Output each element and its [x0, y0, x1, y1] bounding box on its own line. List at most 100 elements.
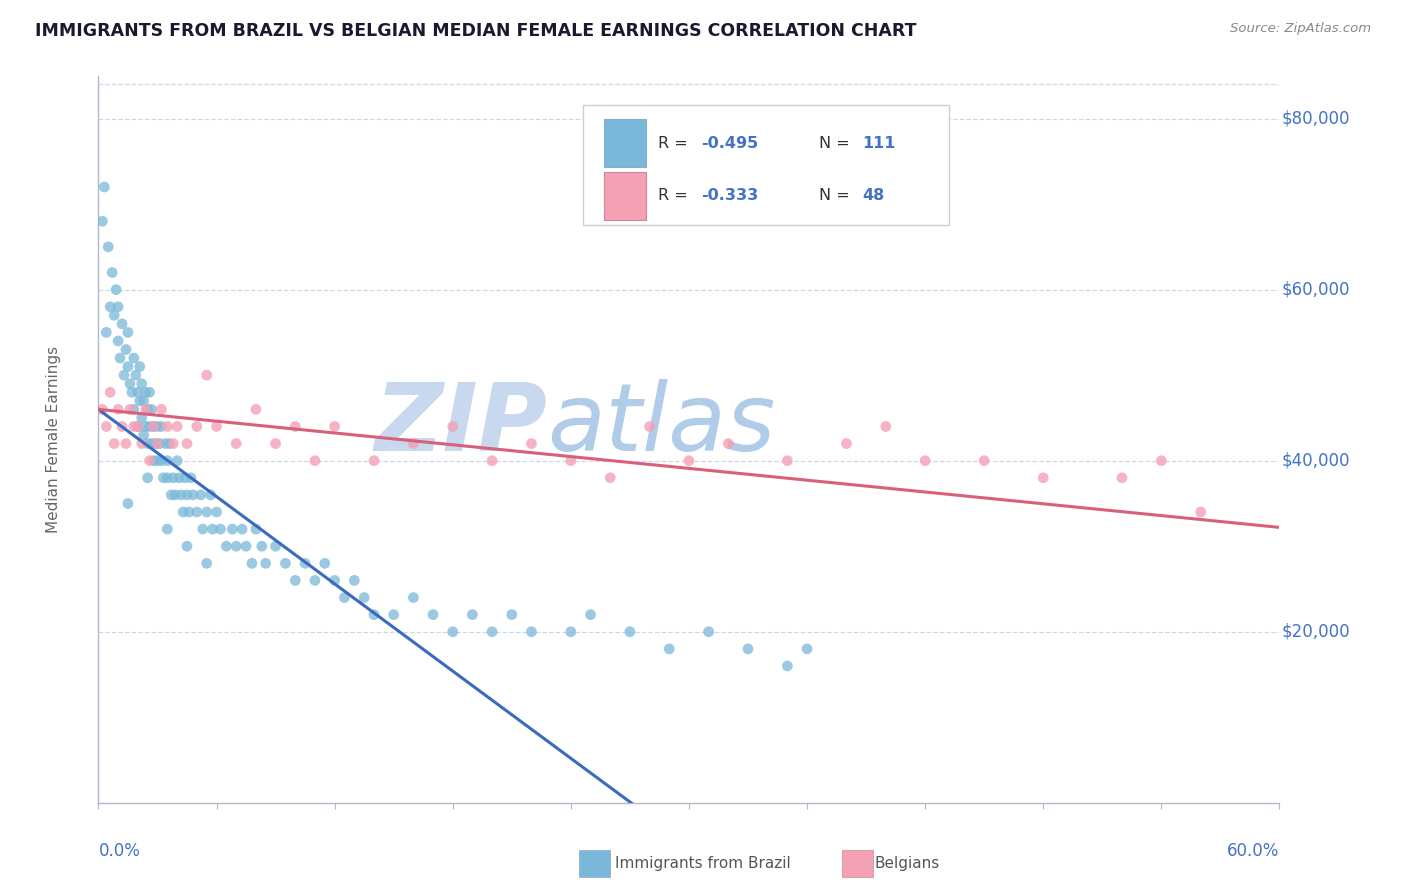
Text: Belgians: Belgians	[875, 856, 939, 871]
Text: Immigrants from Brazil: Immigrants from Brazil	[616, 856, 790, 871]
Point	[117, 326, 139, 340]
Point	[323, 419, 346, 434]
Point	[225, 539, 247, 553]
Point	[142, 419, 165, 434]
Text: 0.0%: 0.0%	[98, 842, 141, 860]
Point	[174, 471, 197, 485]
Point	[156, 522, 179, 536]
Point	[136, 436, 159, 450]
Point	[108, 351, 131, 365]
Point	[155, 436, 177, 450]
Point	[138, 385, 160, 400]
Point	[132, 393, 155, 408]
Point	[117, 496, 139, 510]
Point	[481, 624, 503, 639]
Point	[776, 453, 799, 467]
Point	[678, 453, 700, 467]
Point	[441, 419, 464, 434]
Point	[240, 557, 263, 571]
Point	[96, 326, 118, 340]
Point	[658, 641, 681, 656]
Point	[160, 488, 183, 502]
Point	[127, 419, 149, 434]
Point	[520, 624, 543, 639]
Point	[135, 385, 157, 400]
Point	[1032, 471, 1054, 485]
Point	[132, 428, 155, 442]
Point	[235, 539, 257, 553]
Point	[115, 436, 138, 450]
Point	[225, 436, 247, 450]
Point	[215, 539, 238, 553]
Point	[221, 522, 243, 536]
Point	[382, 607, 405, 622]
Point	[107, 300, 129, 314]
Text: $40,000: $40,000	[1282, 451, 1350, 470]
Point	[195, 505, 218, 519]
Point	[162, 471, 184, 485]
Point	[363, 453, 385, 467]
Point	[599, 471, 621, 485]
Point	[122, 351, 145, 365]
Point	[127, 419, 149, 434]
Point	[284, 419, 307, 434]
Point	[98, 300, 121, 314]
Point	[138, 419, 160, 434]
Point	[131, 411, 153, 425]
Point	[304, 574, 326, 588]
Point	[135, 402, 157, 417]
Text: 60.0%: 60.0%	[1227, 842, 1279, 860]
Point	[115, 343, 138, 357]
Point	[166, 419, 188, 434]
Point	[142, 453, 165, 467]
Point	[205, 505, 228, 519]
FancyBboxPatch shape	[605, 172, 647, 219]
Point	[181, 488, 204, 502]
Point	[111, 419, 134, 434]
Point	[152, 471, 174, 485]
Point	[264, 436, 287, 450]
Point	[138, 453, 160, 467]
Point	[146, 419, 169, 434]
Point	[112, 368, 135, 383]
Point	[122, 419, 145, 434]
Point	[156, 471, 179, 485]
Point	[323, 574, 346, 588]
Point	[461, 607, 484, 622]
Point	[118, 376, 141, 391]
Point	[97, 240, 120, 254]
Point	[200, 488, 222, 502]
Point	[560, 453, 582, 467]
Point	[875, 419, 897, 434]
Point	[117, 359, 139, 374]
Point	[166, 453, 188, 467]
Point	[186, 419, 208, 434]
Point	[314, 557, 336, 571]
Text: N =: N =	[818, 136, 855, 151]
Point	[172, 505, 194, 519]
Point	[170, 488, 193, 502]
Point	[294, 557, 316, 571]
Point	[1189, 505, 1212, 519]
Point	[245, 402, 267, 417]
Point	[579, 607, 602, 622]
Point	[205, 419, 228, 434]
Point	[176, 436, 198, 450]
FancyBboxPatch shape	[605, 120, 647, 168]
Point	[245, 522, 267, 536]
Point	[101, 266, 124, 280]
Point	[156, 419, 179, 434]
Point	[107, 402, 129, 417]
Text: N =: N =	[818, 188, 855, 203]
Point	[481, 453, 503, 467]
Point	[91, 402, 114, 417]
Text: $80,000: $80,000	[1282, 110, 1350, 128]
Point	[231, 522, 253, 536]
Text: R =: R =	[658, 136, 693, 151]
Point	[250, 539, 273, 553]
Point	[619, 624, 641, 639]
Point	[142, 419, 165, 434]
Point	[180, 471, 202, 485]
Text: IMMIGRANTS FROM BRAZIL VS BELGIAN MEDIAN FEMALE EARNINGS CORRELATION CHART: IMMIGRANTS FROM BRAZIL VS BELGIAN MEDIAN…	[35, 22, 917, 40]
Point	[165, 488, 187, 502]
